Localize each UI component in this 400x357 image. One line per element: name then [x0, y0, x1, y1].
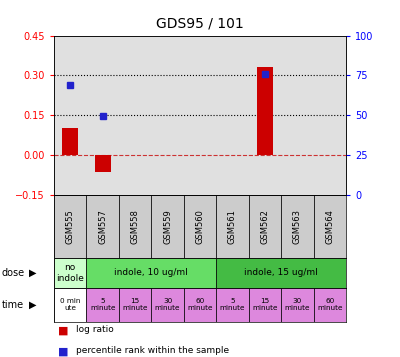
Bar: [54, 288, 86, 322]
Text: ■: ■: [58, 325, 68, 335]
Bar: [314, 195, 346, 258]
Text: ■: ■: [58, 346, 68, 356]
Bar: [151, 195, 184, 258]
Bar: [94, 155, 111, 172]
Text: log ratio: log ratio: [76, 325, 114, 334]
Bar: [119, 288, 151, 322]
Text: indole, 10 ug/ml: indole, 10 ug/ml: [114, 268, 188, 277]
Text: 60
minute: 60 minute: [187, 298, 213, 311]
Bar: [184, 288, 216, 322]
Text: GSM560: GSM560: [196, 209, 204, 244]
Text: 15
minute: 15 minute: [252, 298, 278, 311]
Text: 5
minute: 5 minute: [220, 298, 245, 311]
Bar: [281, 288, 314, 322]
Bar: [119, 195, 151, 258]
Text: GSM557: GSM557: [98, 209, 107, 244]
Text: GSM558: GSM558: [131, 209, 140, 244]
Text: GDS95 / 101: GDS95 / 101: [156, 16, 244, 30]
Bar: [54, 258, 86, 288]
Text: indole, 15 ug/ml: indole, 15 ug/ml: [244, 268, 318, 277]
Text: percentile rank within the sample: percentile rank within the sample: [76, 346, 229, 355]
Text: no
indole: no indole: [56, 263, 84, 282]
Text: 60
minute: 60 minute: [317, 298, 342, 311]
Bar: [216, 258, 346, 288]
Text: GSM559: GSM559: [163, 209, 172, 244]
Text: ▶: ▶: [29, 300, 36, 310]
Text: 0 min
ute: 0 min ute: [60, 298, 80, 311]
Text: GSM555: GSM555: [66, 209, 75, 244]
Bar: [62, 129, 78, 155]
Text: time: time: [2, 300, 24, 310]
Text: GSM562: GSM562: [260, 209, 269, 244]
Text: GSM563: GSM563: [293, 209, 302, 244]
Text: 5
minute: 5 minute: [90, 298, 116, 311]
Text: ▶: ▶: [29, 268, 36, 278]
Text: 30
minute: 30 minute: [155, 298, 180, 311]
Bar: [281, 195, 314, 258]
Bar: [314, 288, 346, 322]
Text: dose: dose: [2, 268, 25, 278]
Bar: [184, 195, 216, 258]
Bar: [54, 195, 86, 258]
Bar: [86, 288, 119, 322]
Bar: [216, 288, 249, 322]
Bar: [86, 195, 119, 258]
Text: 15
minute: 15 minute: [122, 298, 148, 311]
Text: 30
minute: 30 minute: [284, 298, 310, 311]
Bar: [151, 288, 184, 322]
Bar: [249, 195, 281, 258]
Bar: [216, 195, 249, 258]
Bar: [249, 288, 281, 322]
Bar: [86, 258, 216, 288]
Text: GSM564: GSM564: [325, 209, 334, 244]
Bar: [257, 67, 273, 155]
Text: GSM561: GSM561: [228, 209, 237, 244]
